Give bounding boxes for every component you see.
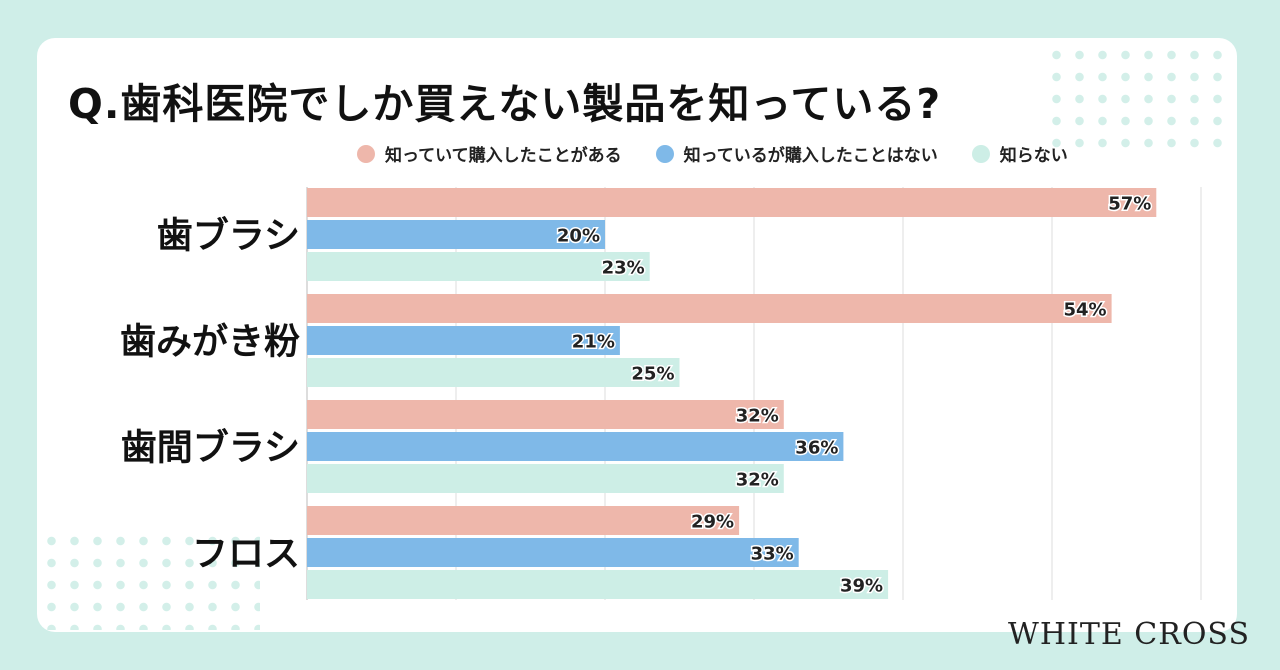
data-label: 54% <box>1064 300 1107 321</box>
data-label: 33% <box>751 544 794 565</box>
dot-pattern-decoration <box>1045 44 1230 154</box>
legend-item: 知らない <box>971 141 1068 166</box>
data-label: 20% <box>557 226 600 247</box>
chart-title: Q.歯科医院でしか買えない製品を知っている? <box>68 80 942 128</box>
legend-item: 知っていて購入したことがある <box>357 141 622 166</box>
bar <box>307 326 620 355</box>
bar <box>307 464 784 493</box>
bar <box>307 358 680 387</box>
legend-label: 知らない <box>999 146 1068 166</box>
data-label: 32% <box>736 470 779 491</box>
data-label: 23% <box>602 258 645 279</box>
category-label: 歯みがき粉 <box>120 322 300 363</box>
data-label: 36% <box>795 438 838 459</box>
legend-swatch <box>655 144 674 163</box>
bar <box>307 432 844 461</box>
brand-logo: WHITE CROSS <box>1007 617 1250 652</box>
data-label: 21% <box>572 332 615 353</box>
category-label: 歯間ブラシ <box>121 427 300 469</box>
legend-item: 知っているが購入したことはない <box>655 141 938 166</box>
bar <box>307 570 889 599</box>
bar <box>307 400 784 429</box>
legend-label: 知っていて購入したことがある <box>385 146 622 166</box>
bar <box>307 220 605 249</box>
bar <box>307 538 799 567</box>
bar <box>307 252 650 281</box>
category-label: フロス <box>192 534 300 575</box>
legend-swatch <box>357 144 375 163</box>
dot-pattern-decoration <box>40 530 260 630</box>
data-label: 39% <box>840 576 883 597</box>
category-label: 歯ブラシ <box>157 215 300 257</box>
data-label: 29% <box>691 512 734 533</box>
bar <box>307 188 1157 217</box>
bar <box>307 506 740 535</box>
legend-label: 知っているが購入したことはない <box>683 146 938 166</box>
data-label: 32% <box>736 406 779 427</box>
legend-swatch <box>971 144 990 163</box>
bar <box>307 294 1112 323</box>
legend: 知っていて購入したことがある 知っているが購入したことはない 知らない <box>357 141 1068 166</box>
data-label: 57% <box>1108 194 1151 215</box>
data-label: 25% <box>631 364 674 385</box>
